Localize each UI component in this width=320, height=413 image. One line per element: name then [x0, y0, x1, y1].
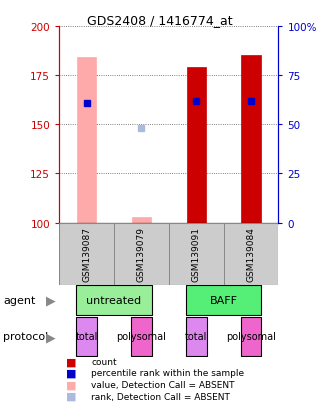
Text: ■: ■ [66, 356, 76, 366]
Text: protocol: protocol [3, 332, 48, 342]
Text: rank, Detection Call = ABSENT: rank, Detection Call = ABSENT [91, 392, 230, 401]
Text: polysomal: polysomal [116, 332, 166, 342]
Bar [76, 286, 152, 316]
Text: agent: agent [3, 295, 36, 306]
Bar [186, 317, 207, 356]
Bar [77, 58, 96, 223]
Text: count: count [91, 357, 117, 366]
Bar [241, 317, 261, 356]
Text: ▶: ▶ [46, 294, 56, 307]
Text: total: total [76, 332, 98, 342]
Bar [241, 56, 260, 223]
Text: GSM139091: GSM139091 [192, 227, 201, 281]
Text: ■: ■ [66, 368, 76, 378]
Text: GSM139087: GSM139087 [82, 227, 91, 281]
Bar [76, 317, 97, 356]
Text: ▶: ▶ [46, 330, 56, 343]
Text: value, Detection Call = ABSENT: value, Detection Call = ABSENT [91, 380, 235, 389]
Bar [169, 223, 224, 285]
Text: percentile rank within the sample: percentile rank within the sample [91, 368, 244, 377]
Text: ■: ■ [66, 380, 76, 389]
Text: polysomal: polysomal [226, 332, 276, 342]
Text: GSM139084: GSM139084 [246, 227, 255, 281]
Bar [132, 217, 151, 223]
Text: total: total [185, 332, 207, 342]
Text: untreated: untreated [86, 295, 141, 306]
Bar [224, 223, 278, 285]
Text: GDS2408 / 1416774_at: GDS2408 / 1416774_at [87, 14, 233, 27]
Text: GSM139079: GSM139079 [137, 227, 146, 281]
Text: ■: ■ [66, 391, 76, 401]
Bar [131, 317, 152, 356]
Bar [114, 223, 169, 285]
Text: BAFF: BAFF [210, 295, 238, 306]
Bar [186, 286, 261, 316]
Bar [187, 68, 206, 223]
Bar [59, 223, 114, 285]
